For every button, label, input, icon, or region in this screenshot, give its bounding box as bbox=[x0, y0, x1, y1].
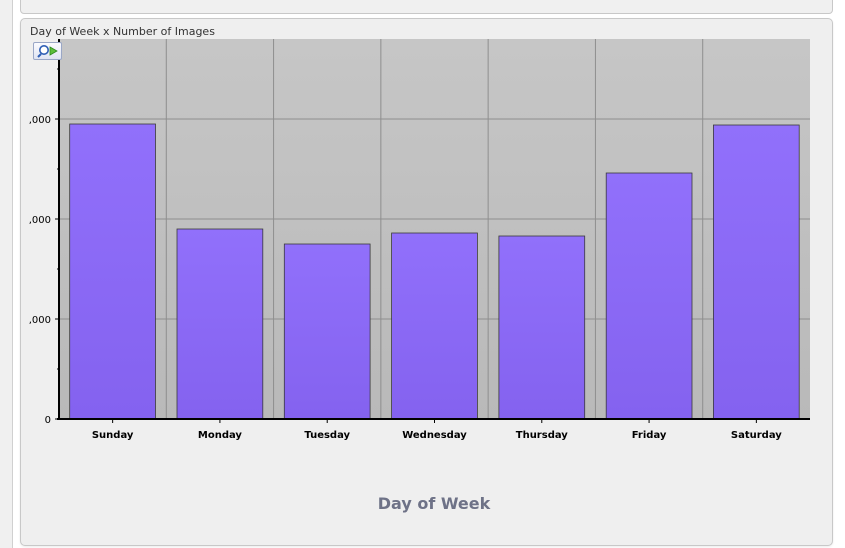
panel-title: Day of Week x Number of Images bbox=[30, 25, 215, 38]
tick-labels: 0 ,000 ,000 ,000 Sunday Monday Tuesday Wednesda… bbox=[29, 115, 783, 441]
magnifier-arrow-icon bbox=[37, 45, 58, 58]
y-tick-label: ,000 bbox=[29, 115, 51, 126]
bars bbox=[69, 123, 800, 420]
bar-friday[interactable] bbox=[605, 172, 693, 420]
x-axis-title: Day of Week bbox=[377, 494, 491, 513]
bar-wednesday[interactable] bbox=[391, 232, 478, 420]
zoom-tool-button[interactable] bbox=[33, 42, 62, 60]
bar-saturday[interactable] bbox=[713, 124, 800, 420]
y-tick-label: 0 bbox=[45, 415, 51, 426]
bar-sunday[interactable] bbox=[69, 123, 156, 420]
x-tick-label-thursday: Thursday bbox=[516, 430, 569, 441]
y-tick-label: ,000 bbox=[29, 215, 51, 226]
bar-monday[interactable] bbox=[176, 228, 264, 420]
x-tick-label-monday: Monday bbox=[198, 430, 243, 441]
x-tick-label-friday: Friday bbox=[632, 430, 667, 441]
x-tick-label-sunday: Sunday bbox=[92, 430, 134, 441]
left-rail bbox=[0, 0, 13, 548]
x-tick-label-saturday: Saturday bbox=[731, 430, 782, 441]
bar-thursday[interactable] bbox=[498, 235, 586, 420]
previous-panel bbox=[20, 0, 833, 14]
bar-tuesday[interactable] bbox=[283, 243, 371, 420]
axes bbox=[55, 39, 810, 423]
x-tick-label-tuesday: Tuesday bbox=[304, 430, 350, 441]
y-tick-label: ,000 bbox=[29, 315, 51, 326]
x-tick-label-wednesday: Wednesday bbox=[402, 430, 467, 441]
